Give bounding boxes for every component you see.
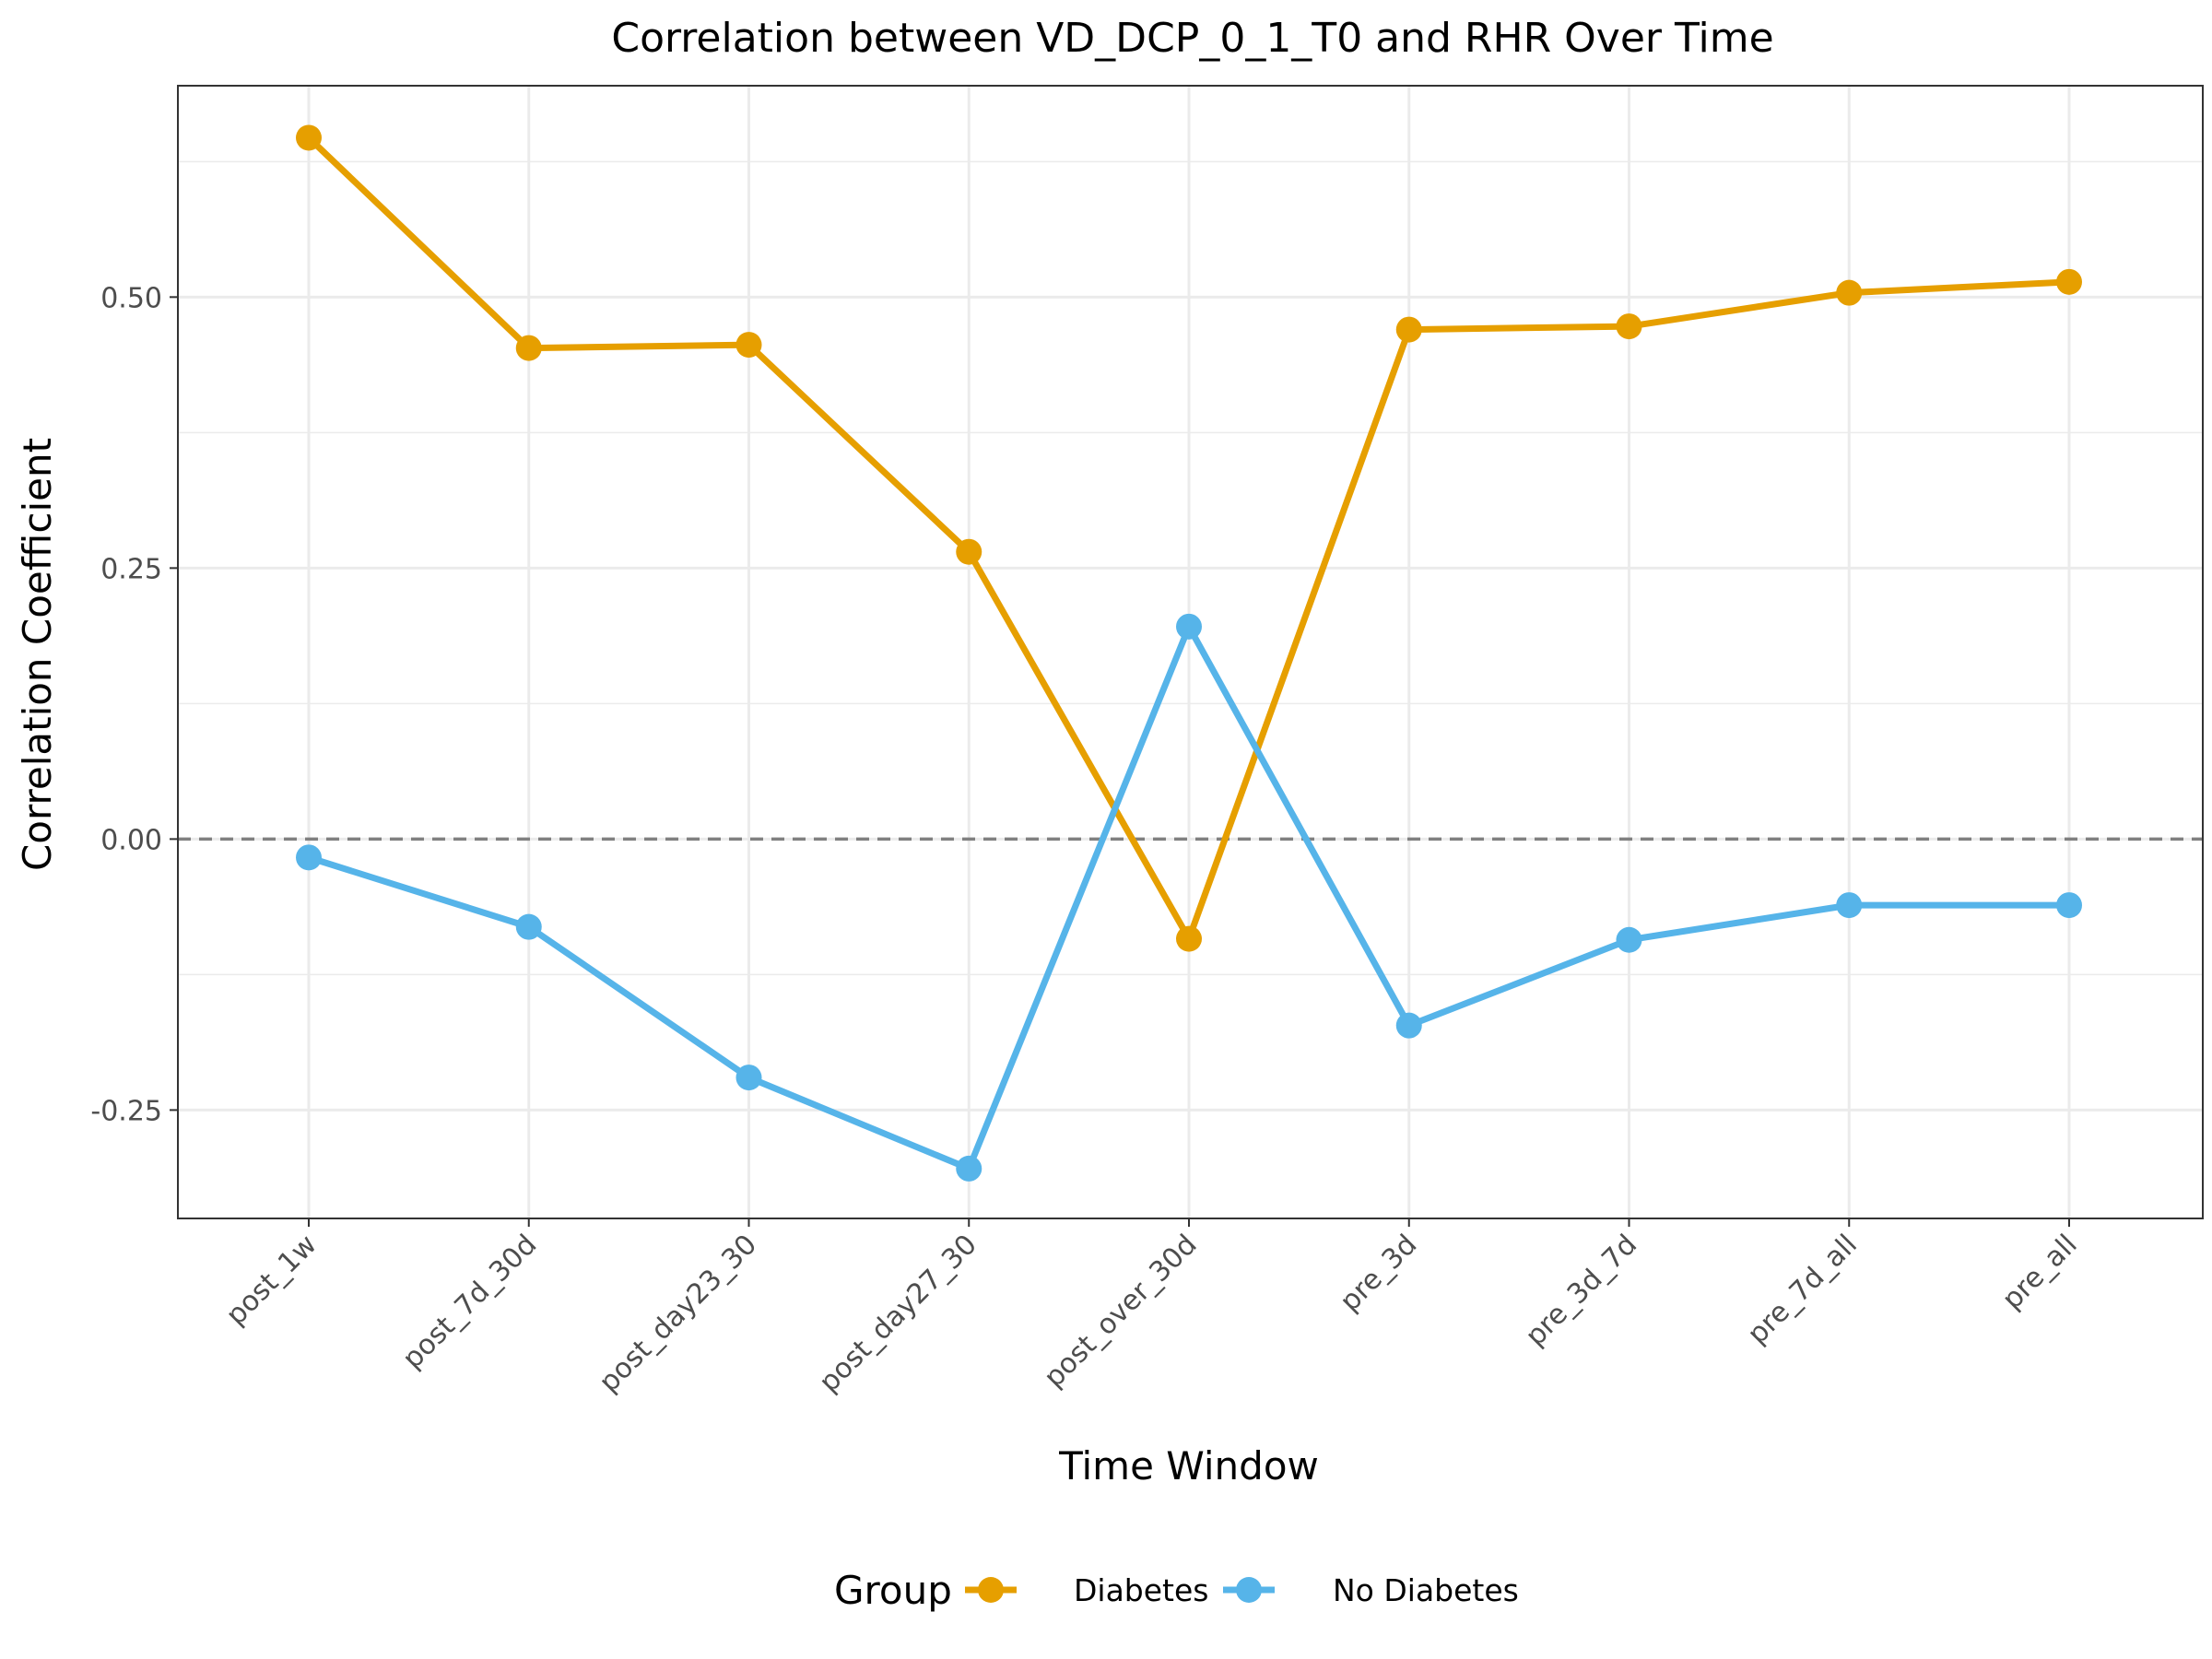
legend-label: No Diabetes xyxy=(1333,1572,1519,1608)
legend-key-point xyxy=(978,1577,1004,1603)
x-tick-label: pre_3d xyxy=(1334,1229,1423,1318)
chart-title: Correlation between VD_DCP_0_1_T0 and RH… xyxy=(611,15,1773,62)
data-point-no-diabetes xyxy=(1176,613,1202,640)
data-point-no-diabetes xyxy=(1395,1012,1422,1039)
x-tick-label: post_1w xyxy=(220,1229,324,1332)
data-point-diabetes xyxy=(1176,925,1202,952)
x-tick-label: post_day27_30 xyxy=(813,1229,983,1399)
gridlines xyxy=(178,86,2203,1218)
legend-key-point xyxy=(1236,1577,1262,1603)
y-axis-title: Correlation Coefficient xyxy=(15,438,60,871)
data-point-no-diabetes xyxy=(296,844,322,871)
x-tick-label: post_7d_30d xyxy=(396,1229,543,1375)
series-layer xyxy=(296,124,2082,1182)
data-point-diabetes xyxy=(296,124,322,151)
data-point-diabetes xyxy=(1395,316,1422,343)
x-axis: post_1w post_7d_30d post_day23_30 post_day2… xyxy=(220,1218,2084,1399)
y-tick-label: 0.00 xyxy=(100,824,162,856)
y-tick-label: 0.50 xyxy=(100,282,162,314)
plot-frame xyxy=(177,85,2204,1219)
y-tick-label: 0.25 xyxy=(100,553,162,585)
x-tick-label: post_over_30d xyxy=(1038,1229,1204,1394)
x-tick-label: pre_all xyxy=(1996,1229,2084,1316)
data-point-no-diabetes xyxy=(735,1065,762,1091)
x-tick-label: pre_7d_all xyxy=(1741,1229,1863,1350)
legend-title: Group xyxy=(834,1568,952,1613)
data-point-diabetes xyxy=(735,332,762,359)
x-tick-label: post_day23_30 xyxy=(593,1229,763,1399)
data-point-diabetes xyxy=(2056,268,2082,295)
data-point-diabetes xyxy=(956,538,982,565)
legend: Group Diabetes No Diabetes xyxy=(834,1568,1519,1613)
y-tick-label: -0.25 xyxy=(90,1095,162,1127)
data-point-no-diabetes xyxy=(515,913,542,940)
data-point-diabetes xyxy=(1836,279,1863,306)
x-axis-title: Time Window xyxy=(1058,1443,1319,1488)
data-point-no-diabetes xyxy=(1836,892,1863,919)
data-point-no-diabetes xyxy=(956,1155,982,1182)
data-point-diabetes xyxy=(515,335,542,361)
legend-label: Diabetes xyxy=(1074,1572,1209,1608)
x-tick-label: pre_3d_7d xyxy=(1519,1229,1643,1353)
plot-border xyxy=(177,85,2204,1219)
data-point-no-diabetes xyxy=(1616,926,1642,953)
data-point-diabetes xyxy=(1616,313,1642,340)
data-point-no-diabetes xyxy=(2056,892,2082,919)
y-axis: -0.25 0.00 0.25 0.50 xyxy=(90,282,178,1127)
